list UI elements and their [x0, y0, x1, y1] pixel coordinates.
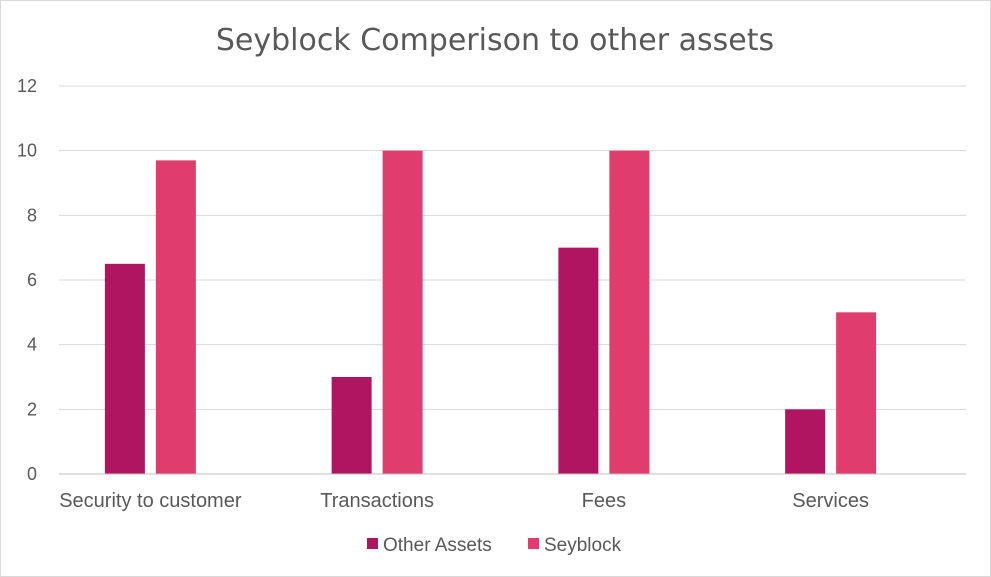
y-tick-label: 4 — [27, 335, 37, 355]
legend-label: Other Assets — [383, 535, 492, 556]
x-category-label: Security to customer — [59, 490, 242, 512]
x-category-label: Fees — [582, 490, 626, 512]
bar-other-assets-1 — [331, 377, 372, 474]
legend-label: Seyblock — [544, 535, 622, 556]
bar-seyblock-1 — [382, 150, 423, 474]
bar-other-assets-3 — [785, 409, 826, 474]
x-category-label: Services — [792, 490, 869, 512]
y-axis-ticks: 0 2 4 6 8 10 12 — [17, 76, 37, 484]
bar-other-assets-0 — [104, 263, 145, 474]
bar-seyblock-2 — [609, 150, 650, 474]
y-tick-label: 6 — [27, 270, 37, 290]
y-tick-label: 8 — [27, 205, 37, 225]
y-tick-label: 2 — [27, 399, 37, 419]
legend-swatch-other-assets — [367, 538, 378, 549]
bar-seyblock-0 — [155, 160, 196, 474]
chart-title: Seyblock Comperison to other assets — [216, 23, 774, 58]
x-category-label: Transactions — [320, 490, 434, 512]
bars — [104, 150, 877, 474]
y-tick-label: 0 — [27, 464, 37, 484]
y-tick-label: 10 — [17, 141, 37, 161]
bar-other-assets-2 — [558, 247, 599, 474]
legend-swatch-seyblock — [528, 538, 539, 549]
x-axis-categories: Security to customer Transactions Fees Serv… — [59, 490, 869, 512]
legend: Other Assets Seyblock — [367, 535, 622, 556]
bar-seyblock-3 — [836, 312, 877, 474]
y-tick-label: 12 — [17, 76, 37, 96]
